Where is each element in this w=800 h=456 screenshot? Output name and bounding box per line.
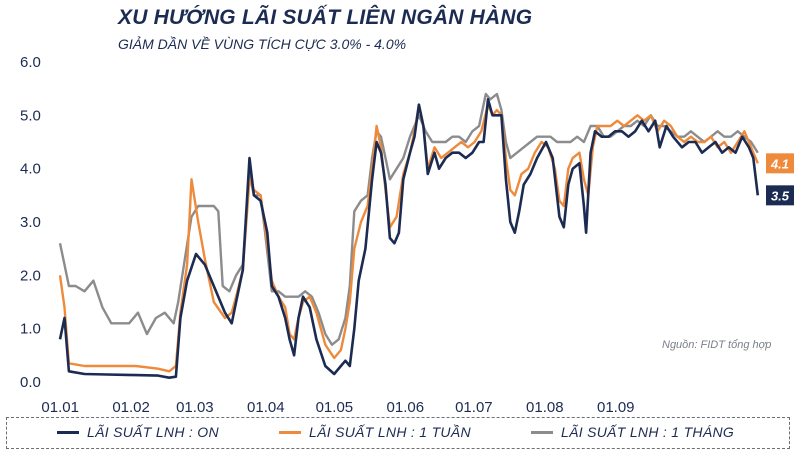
- end-label-on: 3.5: [771, 188, 790, 203]
- legend-label-1-week: LÃI SUẤT LNH : 1 TUẦN: [309, 424, 471, 440]
- x-axis: 01.01 01.02 01.03 01.04 01.05 01.06 01.07 01.08…: [41, 399, 634, 415]
- series-line-1-month: [58, 92, 759, 346]
- legend-swatch-on: [57, 430, 79, 434]
- legend-label-on: LÃI SUẤT LNH : ON: [87, 424, 219, 440]
- x-tick-label: 01.04: [247, 399, 285, 415]
- end-label-box-on: [766, 185, 794, 206]
- x-tick-label: 01.02: [112, 399, 150, 415]
- legend: LÃI SUẤT LNH : ON LÃI SUẤT LNH : 1 TUẦN …: [6, 417, 790, 449]
- legend-item-1-week: LÃI SUẤT LNH : 1 TUẦN: [279, 424, 471, 440]
- chart-title: XU HƯỚNG LÃI SUẤT LIÊN NGÂN HÀNG: [118, 6, 533, 29]
- x-tick-label: 01.01: [41, 399, 79, 415]
- legend-swatch-1-week: [279, 430, 301, 434]
- chart-subtitle: GIẢM DẦN VỀ VÙNG TÍCH CỰC 3.0% - 4.0%: [118, 36, 407, 52]
- y-axis: 0.0 1.0 2.0 3.0 4.0 5.0 6.0: [20, 54, 41, 391]
- x-tick-label: 01.03: [176, 399, 214, 415]
- x-tick-label: 01.07: [455, 399, 493, 415]
- source-note: Nguồn: FIDT tổng hợp: [662, 339, 771, 351]
- x-tick-label: 01.05: [316, 399, 354, 415]
- x-tick-label: 01.06: [387, 399, 425, 415]
- series-line-on: [58, 98, 760, 379]
- legend-swatch-1-month: [531, 430, 553, 434]
- series-line-1-week: [58, 103, 759, 373]
- interbank-rate-chart: 0.01.02.03.04.05.06.0 01.01 01.02 01.03 01.…: [20, 54, 794, 415]
- legend-item-on: LÃI SUẤT LNH : ON: [57, 424, 219, 440]
- y-tick-label: 3.0: [20, 214, 41, 231]
- y-tick-label: 2.0: [20, 267, 41, 284]
- end-labels: 4.1 3.5: [766, 153, 794, 206]
- x-tick-label: 01.09: [597, 399, 635, 415]
- y-tick-label: 1.0: [20, 321, 41, 338]
- y-tick-label: 5.0: [20, 107, 41, 124]
- end-label-box-1-week: [766, 153, 794, 174]
- legend-label-1-month: LÃI SUẤT LNH : 1 THÁNG: [561, 424, 735, 440]
- legend-item-1-month: LÃI SUẤT LNH : 1 THÁNG: [531, 424, 734, 440]
- y-tick-label: 6.0: [20, 54, 41, 71]
- y-tick-label: 0.0: [20, 374, 41, 391]
- y-tick-label: 4.0: [20, 161, 41, 178]
- end-label-1-week: 4.1: [770, 156, 789, 171]
- plot-area: [58, 92, 760, 379]
- x-tick-label: 01.08: [526, 399, 564, 415]
